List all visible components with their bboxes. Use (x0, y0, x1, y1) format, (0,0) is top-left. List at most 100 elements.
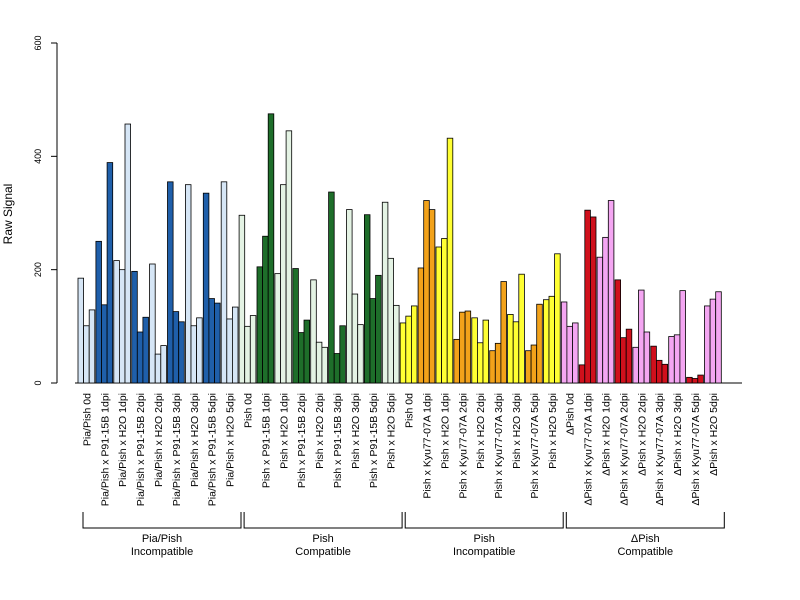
bar (507, 314, 514, 384)
bar (482, 319, 489, 384)
x-tick-label: Pia/Pish x P91-15B 2dpi (135, 393, 147, 506)
group-brackets: Pia/PishIncompatiblePishCompatiblePishIn… (82, 512, 725, 558)
bar (578, 364, 586, 384)
x-tick-label: ΔPish x Kyu77-07A 5dpi (690, 393, 702, 506)
bar (536, 303, 543, 384)
x-tick-label: Pia/Pish x H2O 2dpi (153, 393, 165, 487)
bar (625, 328, 633, 384)
bar (226, 318, 233, 384)
bar (280, 184, 287, 384)
bar (715, 291, 722, 384)
x-tick-label: Pish x Kyu77-07A 2dpi (457, 393, 469, 499)
group-bracket (82, 512, 242, 529)
bar (267, 113, 275, 384)
x-tick-label: Pia/Pish x H2O 3dpi (189, 393, 201, 487)
bar (262, 235, 269, 384)
bar (315, 341, 323, 384)
bar (435, 246, 442, 384)
bar (602, 236, 609, 384)
bar (566, 325, 573, 384)
bar (643, 331, 651, 384)
x-tick-label: Pish x Kyu77-07A 3dpi (493, 393, 505, 499)
group-bracket (243, 512, 403, 529)
bar (142, 316, 149, 384)
bar (417, 267, 425, 384)
bar (321, 346, 328, 384)
bar (650, 345, 657, 384)
bar (149, 263, 156, 384)
x-tick-label: ΔPish 0d (565, 393, 577, 435)
bar (512, 321, 520, 384)
bar (428, 209, 436, 384)
bar (596, 256, 604, 384)
bar (638, 289, 645, 384)
bar (632, 346, 639, 384)
bar (303, 319, 310, 384)
bar (393, 304, 400, 384)
x-tick-label: Pish x H2O 5dpi (386, 393, 398, 469)
group-label-line2: Incompatible (453, 546, 515, 558)
bar (375, 274, 382, 384)
x-tick-label: Pia/Pish 0d (81, 393, 93, 446)
x-tick-label: Pish x P91-15B 3dpi (332, 393, 344, 488)
x-tick-label: ΔPish x H2O 2dpi (636, 393, 648, 476)
bar (297, 332, 305, 384)
bar (673, 334, 681, 384)
bar (83, 325, 90, 384)
group-bracket (404, 512, 564, 529)
bar (686, 376, 693, 384)
bar (709, 298, 717, 384)
bar (160, 345, 167, 384)
bar (697, 374, 704, 384)
bar (124, 123, 131, 384)
x-tick-label: Pish x H2O 1dpi (278, 393, 290, 469)
bar (464, 310, 472, 384)
group-bracket (565, 512, 725, 529)
bar (489, 350, 496, 384)
y-tick-label: 600 (33, 35, 43, 50)
bar (208, 298, 215, 384)
bar (441, 238, 448, 384)
group-label-line1: Pia/Pish (142, 533, 182, 545)
bar (113, 260, 120, 384)
x-tick-label: ΔPish x H2O 1dpi (601, 393, 613, 476)
bar (459, 311, 466, 384)
bar (310, 279, 317, 384)
bar (548, 295, 555, 384)
x-tick-label: Pia/Pish x P91-15B 5dpi (207, 393, 219, 506)
x-tick-label: Pish 0d (404, 393, 416, 428)
bar (476, 342, 484, 384)
x-tick-label: Pish x Kyu77-07A 1dpi (422, 393, 434, 499)
bar (167, 181, 174, 384)
bar (136, 331, 144, 384)
group-label-line1: ΔPish (631, 533, 660, 545)
bar (256, 266, 263, 384)
bar (274, 273, 281, 384)
bar (172, 311, 180, 384)
bar (190, 325, 197, 384)
x-tick-label: Pia/Pish x H2O 5dpi (225, 393, 237, 487)
bar (679, 290, 686, 384)
x-tick-label: ΔPish x Kyu77-07A 2dpi (618, 393, 630, 506)
x-tick-label: Pia/Pish x P91-15B 3dpi (171, 393, 183, 506)
x-tick-label: ΔPish x Kyu77-07A 1dpi (583, 393, 595, 506)
bar (530, 344, 538, 384)
bar (292, 268, 299, 384)
bar (131, 270, 138, 384)
x-tick-label: Pish x H2O 1dpi (439, 393, 451, 469)
bar (249, 315, 257, 384)
bar (351, 293, 359, 384)
bar (119, 269, 126, 384)
x-tick-label: ΔPish x H2O 3dpi (672, 393, 684, 476)
x-tick-labels: Pia/Pish 0d Pia/Pish x P91-15B 1dpi Pia/Pi… (81, 393, 720, 506)
y-tick-label: 400 (33, 149, 43, 164)
bar (704, 305, 711, 384)
bar (333, 353, 341, 384)
bars-layer (77, 113, 722, 384)
bar (363, 214, 371, 384)
bar (154, 353, 162, 384)
bar (399, 322, 407, 384)
bar (423, 200, 430, 384)
y-axis-label: Raw Signal (1, 184, 15, 245)
